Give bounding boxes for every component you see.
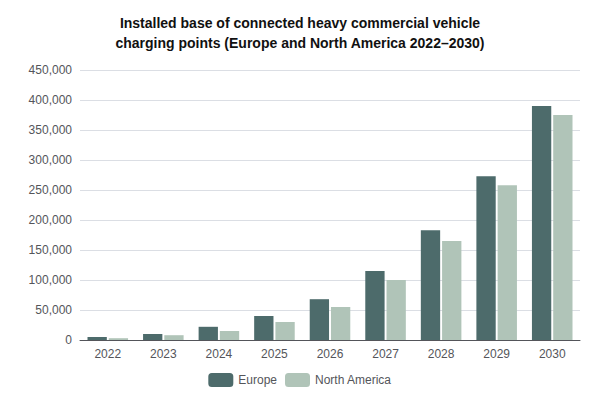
svg-text:200,000: 200,000 — [29, 213, 73, 227]
svg-text:2025: 2025 — [261, 347, 288, 361]
svg-text:250,000: 250,000 — [29, 183, 73, 197]
svg-text:100,000: 100,000 — [29, 273, 73, 287]
svg-text:300,000: 300,000 — [29, 153, 73, 167]
svg-text:2030: 2030 — [539, 347, 566, 361]
svg-text:2022: 2022 — [94, 347, 121, 361]
svg-text:2027: 2027 — [372, 347, 399, 361]
svg-text:350,000: 350,000 — [29, 123, 73, 137]
svg-text:150,000: 150,000 — [29, 243, 73, 257]
svg-text:North America: North America — [315, 373, 391, 387]
svg-text:50,000: 50,000 — [35, 303, 72, 317]
svg-text:Europe: Europe — [238, 373, 277, 387]
svg-text:400,000: 400,000 — [29, 93, 73, 107]
svg-text:2029: 2029 — [483, 347, 510, 361]
svg-text:2026: 2026 — [317, 347, 344, 361]
svg-text:2023: 2023 — [150, 347, 177, 361]
svg-text:Installed base of connected he: Installed base of connected heavy commer… — [120, 15, 480, 31]
svg-text:charging points (Europe and No: charging points (Europe and North Americ… — [115, 35, 484, 51]
svg-text:0: 0 — [65, 333, 72, 347]
svg-text:450,000: 450,000 — [29, 63, 73, 77]
svg-text:2024: 2024 — [206, 347, 233, 361]
svg-text:2028: 2028 — [428, 347, 455, 361]
